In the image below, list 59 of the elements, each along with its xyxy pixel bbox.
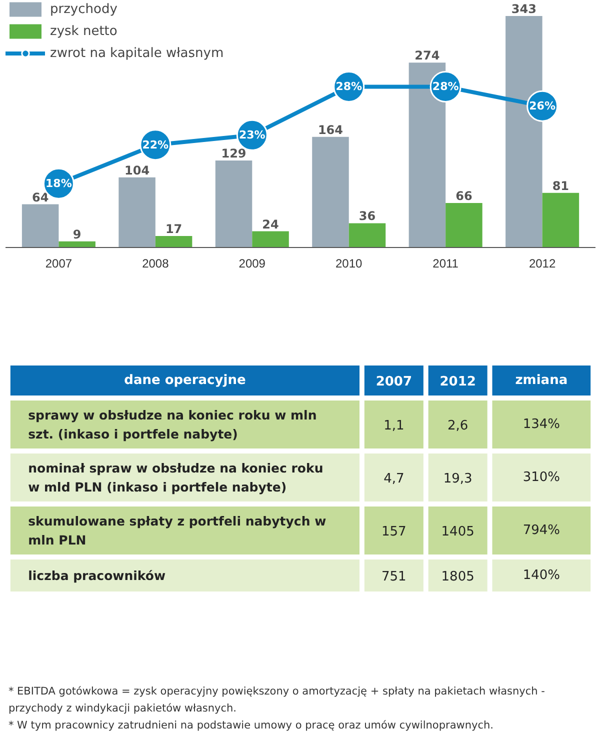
- data-label: 751: [382, 570, 406, 584]
- x-tick-label: 2007: [45, 256, 72, 270]
- data-label: 1405: [441, 524, 474, 540]
- bar: [155, 236, 192, 248]
- x-tick-label: 2009: [238, 256, 266, 270]
- data-label: 134%: [522, 417, 560, 432]
- data-label: 794%: [522, 523, 560, 538]
- bar: [118, 177, 156, 248]
- data-label: 2,6: [447, 418, 468, 434]
- data-label: 28%: [336, 80, 362, 94]
- data-label: 17: [165, 222, 182, 236]
- data-label: 22%: [142, 138, 169, 152]
- data-label: 310%: [522, 470, 560, 485]
- data-label: 343: [511, 2, 536, 16]
- data-label: 164: [318, 122, 344, 137]
- bar: [252, 231, 289, 248]
- x-tick-label: 2012: [528, 256, 556, 270]
- x-tick-label: 2008: [142, 256, 170, 270]
- bar: [542, 192, 580, 248]
- series-label: 2007: [376, 374, 412, 390]
- data-label: 36: [358, 209, 376, 224]
- category-label: nominał spraw w obsłudze na koniec roku w mld PLN (inkaso i portfele nabyte): [28, 460, 324, 494]
- data-label: 274: [414, 48, 440, 63]
- bar: [22, 204, 59, 248]
- text: dane operacyjne: [124, 373, 246, 388]
- data-label: 18%: [46, 177, 72, 190]
- legend-label: przychody: [50, 2, 118, 16]
- data-label: 64: [32, 190, 49, 204]
- data-label: 1,1: [384, 418, 404, 434]
- bar: [215, 160, 252, 248]
- legend-label: zysk netto: [50, 24, 118, 38]
- category-label: liczba pracowników: [28, 568, 166, 583]
- bar: [348, 223, 386, 248]
- text: * EBITDA gotówkowa = zysk operacyjny powiększony o amortyzację + spłaty na pakietach własnych - przychody z windykacji pakietów własnych.: [8, 686, 546, 714]
- data-label: 19,3: [443, 472, 472, 486]
- data-label: 28%: [432, 80, 459, 94]
- bar: [312, 136, 349, 248]
- x-tick-label: 2011: [432, 256, 459, 270]
- data-label: 1805: [441, 570, 474, 584]
- series-label: zmiana: [515, 373, 568, 388]
- series-label: 2012: [440, 374, 476, 390]
- legend-label: zwrot na kapitale własnym: [50, 46, 224, 60]
- data-label: 23%: [238, 128, 266, 142]
- data-label: 9: [72, 227, 82, 242]
- bar: [58, 241, 96, 248]
- category-label: sprawy w obsłudze na koniec roku w mln szt. (inkaso i portfele nabyte): [28, 408, 317, 442]
- data-label: 24: [262, 217, 279, 232]
- data-label: 104: [124, 163, 150, 178]
- data-label: 129: [221, 146, 246, 160]
- data-label: 157: [382, 524, 406, 540]
- data-label: 4,7: [384, 472, 404, 486]
- data-label: 140%: [522, 568, 560, 583]
- x-tick-label: 2010: [336, 256, 363, 270]
- data-label: 26%: [529, 100, 556, 113]
- data-label: 81: [552, 178, 570, 193]
- text: * W tym pracownicy zatrudnieni na podstawie umowy o pracę oraz umów cywilnoprawnych.: [8, 720, 494, 732]
- data-label: 66: [456, 188, 472, 203]
- category-label: skumulowane spłaty z portfeli nabytych w mln PLN: [28, 514, 327, 548]
- bar: [446, 202, 482, 248]
